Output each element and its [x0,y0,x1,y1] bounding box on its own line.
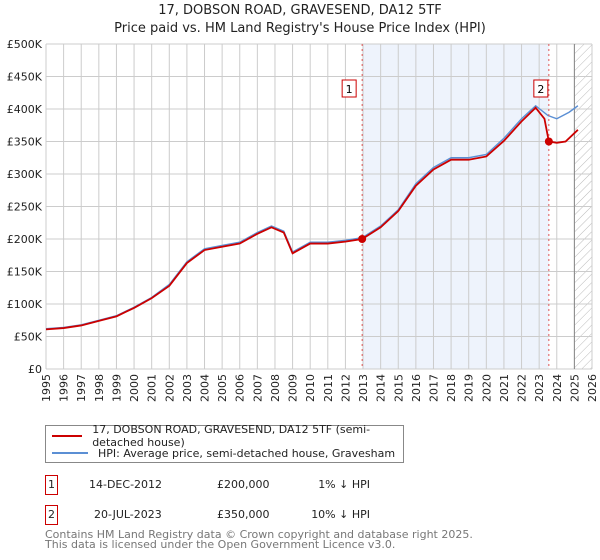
price: £350,000 [217,508,270,521]
x-tick-label: 2001 [146,374,159,402]
x-tick-label: 2023 [533,374,546,402]
red-line-swatch [52,435,83,437]
x-tick-label: 2019 [463,374,476,402]
x-tick-label: 2016 [410,374,423,402]
footer: Contains HM Land Registry data © Crown c… [45,528,473,551]
chart-title: 17, DOBSON ROAD, GRAVESEND, DA12 5TF [158,3,442,18]
x-tick-label: 2021 [498,374,511,402]
x-tick-label: 2005 [216,374,229,402]
x-tick-label: 2017 [427,374,440,402]
x-tick-label: 2010 [304,374,317,402]
x-tick-label: 1996 [58,374,71,402]
legend-property: 17, DOBSON ROAD, GRAVESEND, DA12 5TF (se… [92,423,371,449]
x-tick-label: 2013 [357,374,370,402]
marker-box [533,79,549,98]
x-tick-label: 2000 [128,374,141,402]
x-tick-label: 2009 [287,374,300,402]
blue-line-swatch [52,452,88,454]
x-tick-label: 2007 [251,374,264,402]
x-tick-label: 2026 [586,374,599,402]
y-tick-label: £250K [7,201,43,214]
x-tick-label: 2018 [445,374,458,402]
y-tick-label: £50K [14,331,43,344]
series-line [45,106,579,331]
y-tick-label: £300K [7,168,43,181]
sale-point [544,137,553,146]
y-tick-label: £400K [7,103,43,116]
y-tick-label: £450K [7,71,43,84]
legend: 17, DOBSON ROAD, GRAVESEND, DA12 5TF (se… [45,423,404,463]
y-tick-label: £100K [7,298,43,311]
price: £200,000 [217,478,270,491]
x-tick-label: 2012 [339,374,352,402]
x-tick-label: 2025 [568,374,581,402]
x-tick-label: 2020 [480,374,493,402]
x-tick-label: 2011 [322,374,335,402]
marker-label: 2 [537,83,544,96]
x-tick-label: 1998 [93,374,106,402]
sale-point [358,235,367,243]
x-tick-label: 2014 [375,374,388,402]
y-tick-label: £200K [7,233,43,246]
marker-box [341,79,357,98]
y-tick-label: £500K [7,38,43,51]
chart-subtitle: Price paid vs. HM Land Registry's House … [114,21,486,36]
x-tick-label: 2022 [516,374,529,402]
x-tick-label: 2008 [269,374,282,402]
x-tick-label: 2006 [234,374,247,402]
transaction-row: 2 20-JUL-2023 £350,000 10% ↓ HPI [45,505,445,525]
y-tick-label: £350K [7,136,43,149]
x-tick-label: 1995 [40,374,53,402]
marker-badge: 1 [45,475,58,495]
footer-line1: Contains HM Land Registry data © Crown c… [45,528,473,541]
x-tick-label: 2003 [181,374,194,402]
x-tick-label: 2024 [551,374,564,402]
date: 14-DEC-2012 [89,478,163,491]
legend-hpi: HPI: Average price, semi-detached house,… [98,446,396,460]
y-tick-label: £0 [28,363,42,376]
x-tick-label: 1997 [75,374,88,402]
chart-svg: 1995 1996 1997 1998 1999 2000 2001 2002 2003 2004… [7,38,599,402]
footer-line2: This data is licensed under the Open Gov… [45,538,396,551]
hpi-diff: 1% ↓ HPI [318,478,370,491]
date: 20-JUL-2023 [94,508,162,521]
marker-label: 1 [346,83,353,96]
x-tick-label: 2015 [392,374,405,402]
transaction-row: 1 14-DEC-2012 £200,000 1% ↓ HPI [45,475,445,495]
y-tick-label: £150K [7,266,43,279]
hpi-diff: 10% ↓ HPI [311,508,370,521]
x-tick-label: 2002 [163,374,176,402]
x-tick-label: 1999 [110,374,123,402]
x-tick-label: 2004 [199,374,212,402]
marker-badge: 2 [45,505,58,525]
